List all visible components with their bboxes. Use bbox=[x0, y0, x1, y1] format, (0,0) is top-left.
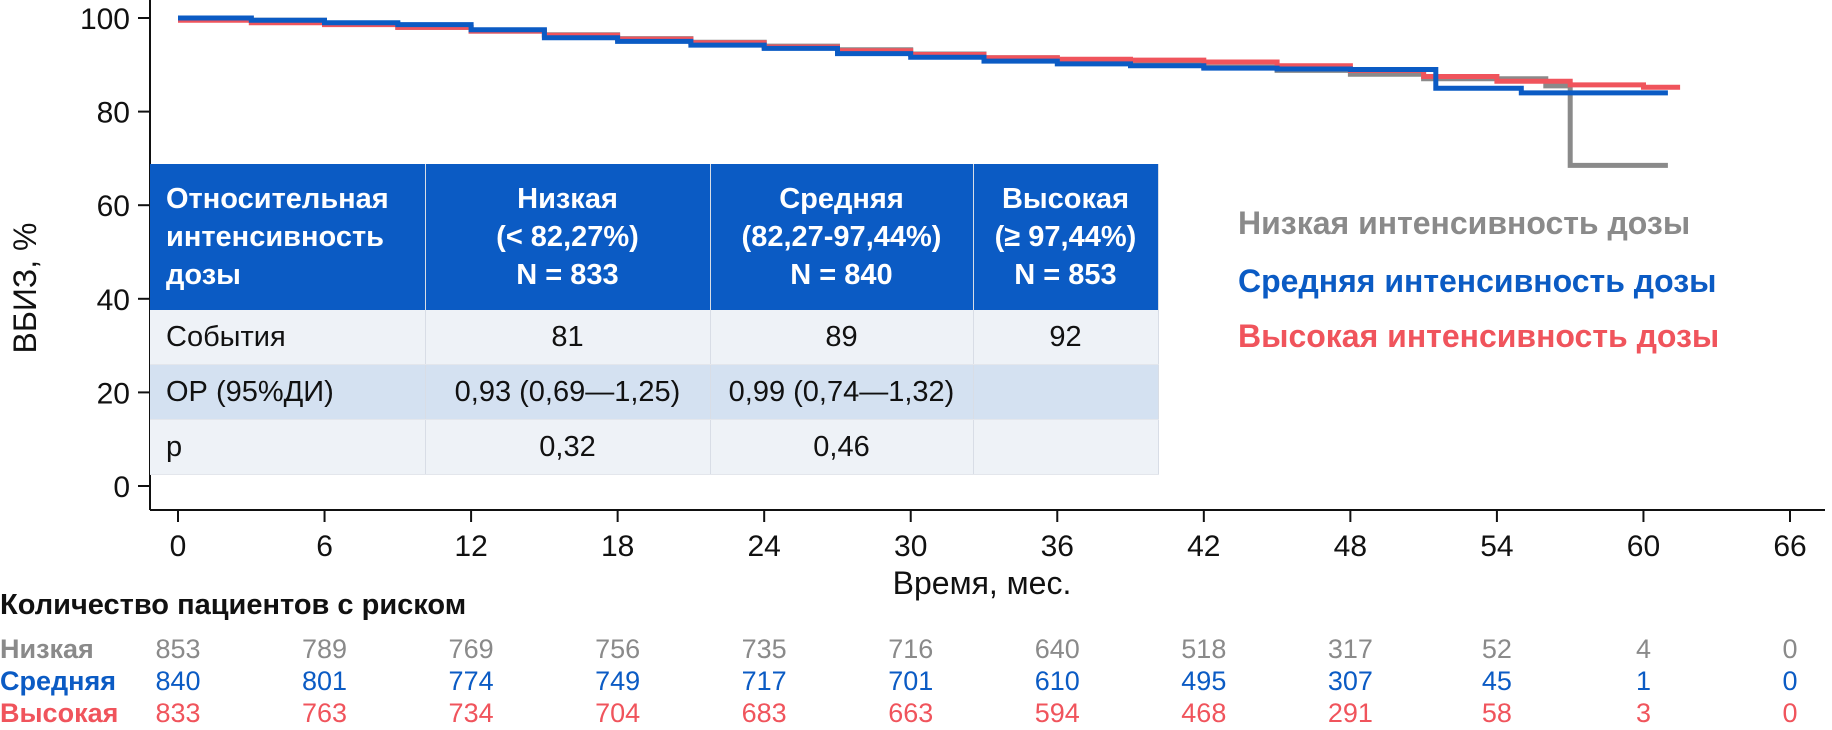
risk-value: 853 bbox=[155, 634, 200, 664]
x-tick-label: 54 bbox=[1480, 530, 1513, 563]
x-tick-label: 60 bbox=[1627, 530, 1660, 563]
table-header-high: Высокая (≥ 97,44%) N = 853 bbox=[973, 164, 1159, 310]
risk-value: 3 bbox=[1636, 698, 1651, 728]
x-tick-label: 24 bbox=[747, 530, 780, 563]
risk-value: 52 bbox=[1482, 634, 1512, 664]
legend-low: Низкая интенсивность дозы bbox=[1238, 205, 1690, 241]
events-mid: 89 bbox=[710, 310, 974, 365]
risk-table: Низкая 853 789 769 756 735 716 640 518 317 52 4 0 Сре… bbox=[0, 634, 1798, 728]
risk-value: 749 bbox=[595, 666, 640, 696]
risk-value: 58 bbox=[1482, 698, 1512, 728]
x-tick-label: 0 bbox=[170, 530, 187, 563]
risk-value: 701 bbox=[888, 666, 933, 696]
hazard-ratio-table: Относительная интенсивность дозы Низкая … bbox=[150, 164, 1159, 475]
p-high bbox=[973, 419, 1159, 475]
risk-value: 734 bbox=[449, 698, 494, 728]
hr-mid: 0,99 (0,74—1,32) bbox=[710, 364, 974, 420]
risk-value: 717 bbox=[742, 666, 787, 696]
p-label: p bbox=[150, 419, 426, 475]
table-row-p-value: p 0,32 0,46 bbox=[150, 419, 1159, 475]
x-tick-label: 30 bbox=[894, 530, 927, 563]
risk-value: 518 bbox=[1181, 634, 1226, 664]
risk-value: 801 bbox=[302, 666, 347, 696]
x-tick-label: 12 bbox=[454, 530, 487, 563]
risk-value: 769 bbox=[449, 634, 494, 664]
x-tick-label: 42 bbox=[1187, 530, 1220, 563]
risk-value: 1 bbox=[1636, 666, 1651, 696]
risk-value: 317 bbox=[1328, 634, 1373, 664]
risk-value: 45 bbox=[1482, 666, 1512, 696]
y-tick-label: 100 bbox=[80, 3, 130, 36]
series-line-1 bbox=[178, 15, 1668, 96]
risk-value: 640 bbox=[1035, 634, 1080, 664]
risk-value: 0 bbox=[1782, 698, 1797, 728]
events-high: 92 bbox=[973, 310, 1159, 365]
series-line-0 bbox=[178, 15, 1668, 168]
risk-value: 735 bbox=[742, 634, 787, 664]
risk-value: 4 bbox=[1636, 634, 1651, 664]
legend-mid: Средняя интенсивность дозы bbox=[1238, 263, 1716, 299]
risk-value: 840 bbox=[155, 666, 200, 696]
events-label: События bbox=[150, 310, 426, 365]
risk-value: 704 bbox=[595, 698, 640, 728]
risk-value: 716 bbox=[888, 634, 933, 664]
risk-value: 833 bbox=[155, 698, 200, 728]
risk-row-label: Низкая bbox=[0, 634, 94, 664]
risk-value: 756 bbox=[595, 634, 640, 664]
events-low: 81 bbox=[425, 310, 711, 365]
risk-value: 291 bbox=[1328, 698, 1373, 728]
risk-value: 610 bbox=[1035, 666, 1080, 696]
x-tick-label: 18 bbox=[601, 530, 634, 563]
y-tick-label: 20 bbox=[97, 377, 130, 410]
p-mid: 0,46 bbox=[710, 419, 974, 475]
legend-high: Высокая интенсивность дозы bbox=[1238, 318, 1719, 354]
risk-value: 789 bbox=[302, 634, 347, 664]
x-tick-label: 66 bbox=[1773, 530, 1806, 563]
series-line-2 bbox=[178, 17, 1681, 90]
x-tick-label: 6 bbox=[316, 530, 333, 563]
table-row-hazard-ratio: ОР (95%ДИ) 0,93 (0,69—1,25) 0,99 (0,74—1… bbox=[150, 364, 1159, 420]
x-axis-title: Время, мес. bbox=[893, 565, 1072, 601]
table-header-low: Низкая (< 82,27%) N = 833 bbox=[425, 164, 711, 310]
x-tick-label: 36 bbox=[1041, 530, 1074, 563]
series-lines bbox=[178, 15, 1681, 168]
y-axis-title: ВБИЗ, % bbox=[7, 223, 43, 354]
hr-high bbox=[973, 364, 1159, 420]
risk-row-label: Высокая bbox=[0, 698, 118, 728]
y-tick-label: 60 bbox=[97, 190, 130, 223]
risk-value: 594 bbox=[1035, 698, 1080, 728]
table-header-intensity: Относительная интенсивность дозы bbox=[150, 164, 426, 310]
risk-value: 468 bbox=[1181, 698, 1226, 728]
table-header-row: Относительная интенсивность дозы Низкая … bbox=[150, 164, 1159, 310]
risk-table-title: Количество пациентов с риском bbox=[0, 589, 466, 621]
risk-value: 0 bbox=[1782, 666, 1797, 696]
risk-value: 495 bbox=[1181, 666, 1226, 696]
table-header-mid: Средняя (82,27-97,44%) N = 840 bbox=[710, 164, 974, 310]
y-tick-label: 0 bbox=[113, 471, 130, 504]
hr-label: ОР (95%ДИ) bbox=[150, 364, 426, 420]
risk-value: 683 bbox=[742, 698, 787, 728]
axes: 0 20 40 60 80 100 0 6 12 18 24 30 36 42 48 54 60 66 bbox=[80, 0, 1825, 563]
risk-value: 0 bbox=[1782, 634, 1797, 664]
risk-value: 763 bbox=[302, 698, 347, 728]
risk-value: 774 bbox=[449, 666, 494, 696]
hr-low: 0,93 (0,69—1,25) bbox=[425, 364, 711, 420]
table-row-events: События 81 89 92 bbox=[150, 310, 1159, 365]
x-tick-label: 48 bbox=[1334, 530, 1367, 563]
y-tick-label: 40 bbox=[97, 284, 130, 317]
risk-value: 663 bbox=[888, 698, 933, 728]
y-tick-label: 80 bbox=[97, 97, 130, 130]
risk-value: 307 bbox=[1328, 666, 1373, 696]
p-low: 0,32 bbox=[425, 419, 711, 475]
risk-row-label: Средняя bbox=[0, 666, 116, 696]
